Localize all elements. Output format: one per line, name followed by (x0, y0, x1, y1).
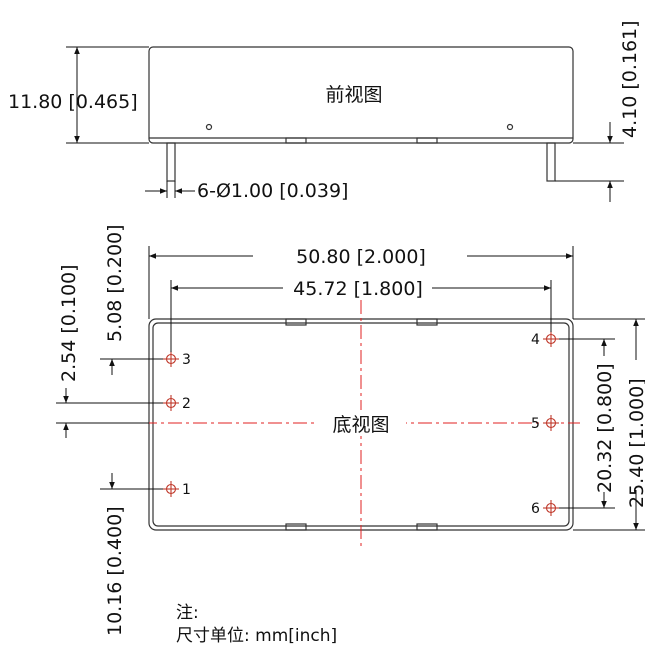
overall-height-label: 25.40 [1.000] (626, 378, 645, 508)
pin-1-icon (163, 481, 179, 497)
pin-3-icon (163, 351, 179, 367)
pin-4-icon (543, 331, 559, 347)
bottom-tab-top-left (285, 318, 307, 326)
bottom-tab-bottom-right (416, 523, 438, 531)
overall-height-dimension (573, 318, 645, 531)
right-pin-span-dimension (559, 338, 615, 509)
front-standoff-left (285, 137, 307, 144)
pin-3-label: 3 (182, 352, 191, 368)
pin-2-icon (163, 395, 179, 411)
pin-diameter-dimension (145, 181, 195, 198)
pin-length-dimension (555, 122, 624, 202)
overall-width-label: 50.80 [2.000] (296, 246, 426, 268)
pin-length-label: 4.10 [0.161] (619, 20, 641, 138)
pin2-offset-label: 2.54 [0.100] (58, 264, 80, 382)
pin-row-width-label: 45.72 [1.800] (293, 278, 423, 300)
pin-4-label: 4 (531, 332, 540, 348)
pin-2-label: 2 (182, 396, 191, 412)
left-pin-span-label: 10.16 [0.400] (104, 506, 126, 636)
pin-5-label: 5 (531, 416, 540, 432)
pin-diameter-label: 6-Ø1.00 [0.039] (197, 180, 348, 202)
notes-unit-line: 尺寸单位: mm[inch] (176, 626, 338, 646)
bottom-view-title: 底视图 (332, 414, 389, 436)
left-offset-dimensions (56, 358, 163, 490)
front-screw-right (506, 123, 514, 131)
front-pin-left (166, 142, 176, 182)
pin-row-width-dimension (170, 280, 552, 352)
notes-heading: 注: (176, 603, 199, 623)
front-pin-right (546, 142, 556, 182)
pin-6-icon (543, 500, 559, 516)
front-view-title: 前视图 (325, 84, 382, 106)
height-dimension-label: 11.80 [0.465] (8, 91, 138, 113)
bottom-tab-top-right (416, 318, 438, 326)
pin-1-label: 1 (182, 482, 191, 498)
front-view-body (148, 46, 574, 144)
height-dimension (66, 46, 149, 144)
pin-5-icon (543, 415, 559, 431)
front-screw-left (205, 123, 213, 131)
front-view (148, 46, 574, 182)
pins (163, 331, 559, 516)
front-standoff-right (416, 137, 438, 144)
right-pin-span-label: 20.32 [0.800] (594, 363, 616, 493)
top-offset-label: 5.08 [0.200] (104, 224, 126, 342)
bottom-tab-bottom-left (285, 523, 307, 531)
overall-width-dimension (148, 246, 574, 319)
pin-6-label: 6 (531, 501, 540, 517)
